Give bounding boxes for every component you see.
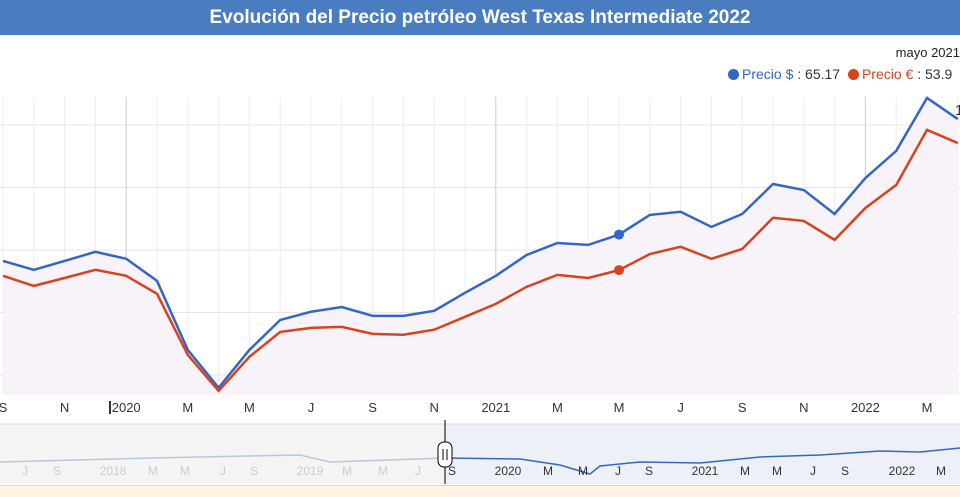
tooltip-date: mayo 2021: [895, 45, 960, 60]
x-tick-label: M: [552, 400, 563, 415]
navigator-mask: [0, 424, 445, 484]
area-fill: [3, 97, 958, 395]
chart-area[interactable]: 108.5 S N 2020 M M J S N 2021 M M J S N 2022 M J S 2018 M M J S…: [0, 0, 960, 485]
navigator-label: M: [543, 464, 553, 478]
x-tick-label: S: [368, 400, 377, 415]
legend-eur-value: : 53.9: [917, 66, 953, 82]
x-tick-label: M: [182, 400, 193, 415]
x-tick-label: 2020: [112, 400, 141, 415]
navigator-label: M: [148, 464, 158, 478]
navigator-label: J: [615, 464, 621, 478]
legend-usd-label: Precio $: [742, 66, 794, 82]
navigator-label: S: [841, 464, 849, 478]
navigator-label: J: [220, 464, 226, 478]
x-tick-label: J: [677, 400, 684, 415]
x-tick-label: J: [308, 400, 315, 415]
chart-title: Evolución del Precio petróleo West Texas…: [0, 0, 960, 35]
navigator-label: M: [578, 464, 588, 478]
navigator-label: M: [740, 464, 750, 478]
x-tick-label: S: [0, 400, 8, 415]
navigator-label: M: [936, 464, 946, 478]
navigator-label: S: [448, 464, 456, 478]
navigator-label: 2020: [495, 464, 522, 478]
navigator-label: M: [180, 464, 190, 478]
series-line-usd: [2, 96, 959, 390]
navigator-label: J: [22, 464, 28, 478]
x-tick-label: M: [922, 400, 933, 415]
x-tick-label: N: [430, 400, 439, 415]
legend-eur-label: Precio €: [861, 66, 914, 82]
navigator-label: S: [250, 464, 258, 478]
navigator-label: S: [645, 464, 653, 478]
footer-band: [0, 485, 960, 497]
data-point[interactable]: [614, 229, 624, 240]
x-tick-label: 2021: [481, 400, 510, 415]
navigator-label: M: [378, 464, 388, 478]
navigator-label: M: [342, 464, 352, 478]
eur-dot-icon: [847, 69, 859, 80]
navigator-label: 2021: [692, 464, 719, 478]
x-tick-label: S: [738, 400, 747, 415]
navigator-line-masked: [0, 454, 446, 463]
legend-usd-value: : 65.17: [797, 66, 841, 82]
navigator-line: [444, 447, 960, 475]
x-tick-label: 2022: [851, 400, 880, 415]
last-value-label: 108.5: [955, 102, 960, 119]
series-line-eur: [2, 128, 959, 393]
navigator-label: M: [772, 464, 782, 478]
navigator-label: 2022: [889, 464, 916, 478]
x-tick-label: N: [799, 400, 808, 415]
usd-dot-icon: [728, 69, 739, 80]
x-tick-label: N: [60, 400, 69, 415]
x-tick-label: M: [614, 400, 625, 415]
navigator-label: S: [53, 464, 61, 478]
data-point[interactable]: [614, 265, 624, 276]
x-tick-label: M: [244, 400, 255, 415]
navigator-label: 2018: [100, 464, 127, 478]
navigator-label: J: [810, 464, 816, 478]
navigator-handle[interactable]: [437, 441, 453, 468]
navigator-label: 2019: [297, 464, 324, 478]
navigator-label: J: [415, 464, 421, 478]
legend: Precio $ : 65.17 Precio € : 53.9: [728, 66, 952, 82]
